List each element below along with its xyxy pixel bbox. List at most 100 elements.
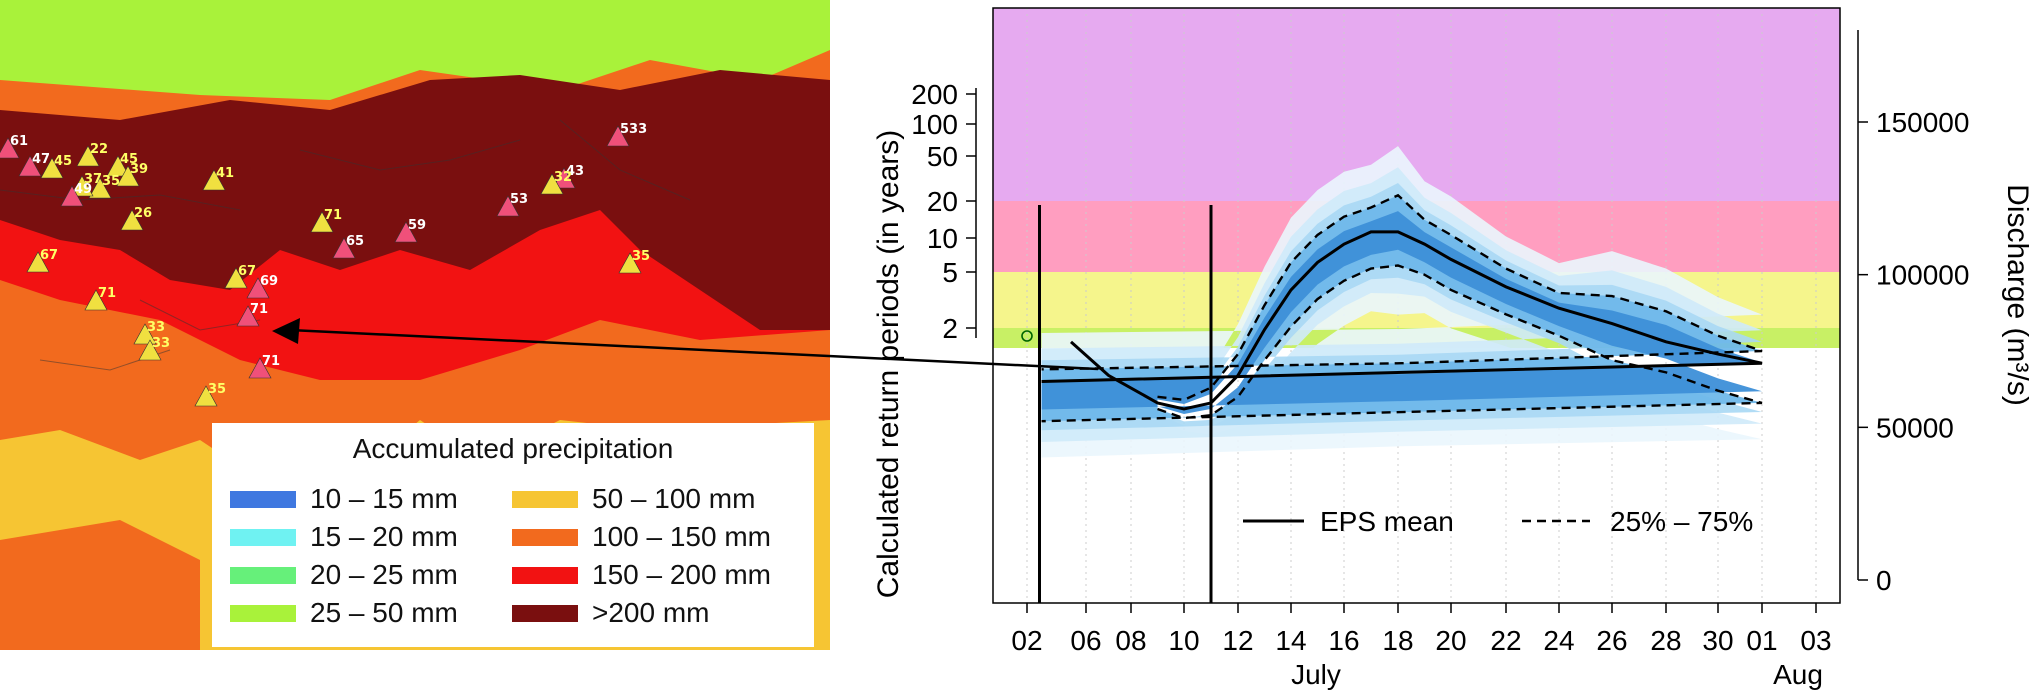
x-tick-label: 28 bbox=[1650, 625, 1681, 656]
legend-label: 20 – 25 mm bbox=[310, 559, 458, 590]
y-left-axis-title: Calculated return periods (in years) bbox=[872, 130, 905, 599]
station-triangle bbox=[60, 185, 84, 207]
station-label: 39 bbox=[130, 162, 149, 177]
station-label: 41 bbox=[216, 166, 235, 181]
precipitation-map: 61 47 45 22 45 39 35 37 49 41 26 533 43 32 53 71 59 65 67 3… bbox=[0, 0, 830, 650]
station-triangle bbox=[116, 165, 140, 187]
station-label: 59 bbox=[408, 218, 427, 233]
station-triangle bbox=[88, 177, 112, 199]
ensemble-layer-3 bbox=[1041, 195, 1762, 422]
legend-swatch bbox=[512, 604, 578, 622]
station-triangle bbox=[248, 357, 272, 379]
station-triangle bbox=[26, 251, 50, 273]
legend-item: 25 – 50 mm bbox=[230, 597, 458, 629]
station-label: 53 bbox=[510, 192, 529, 207]
station-label: 71 bbox=[98, 286, 117, 301]
y-right-axis-title: Discharge (m³/s) bbox=[2001, 184, 2029, 406]
station-label: 32 bbox=[554, 170, 573, 185]
map-canvas bbox=[0, 0, 830, 650]
y-right-tick-label: 50000 bbox=[1876, 412, 1954, 443]
station-label: 67 bbox=[238, 264, 257, 279]
legend-swatch bbox=[512, 566, 578, 584]
x-tick-label: 03 bbox=[1800, 625, 1831, 656]
legend-item: 20 – 25 mm bbox=[230, 559, 458, 591]
station-triangle bbox=[138, 339, 162, 361]
station-label: 533 bbox=[620, 122, 648, 137]
legend-title: Accumulated precipitation bbox=[352, 433, 674, 464]
station-label: 45 bbox=[120, 152, 139, 167]
station-triangle bbox=[540, 173, 564, 195]
station-label: 67 bbox=[40, 248, 59, 263]
legend-label: 25 – 50 mm bbox=[310, 597, 458, 628]
y-right-tick-label: 150000 bbox=[1876, 107, 1969, 138]
legend-label: 10 – 15 mm bbox=[310, 483, 458, 514]
connector-arrowhead bbox=[272, 318, 300, 344]
legend-item: >200 mm bbox=[512, 597, 710, 629]
station-triangle bbox=[224, 267, 248, 289]
station-triangle bbox=[552, 167, 576, 189]
x-tick-label: 02 bbox=[1011, 625, 1042, 656]
border-lines bbox=[0, 119, 691, 371]
station-triangle bbox=[0, 137, 20, 159]
station-triangle bbox=[40, 157, 64, 179]
plot-frame bbox=[992, 7, 1841, 604]
x-tick-label: 26 bbox=[1596, 625, 1627, 656]
station-markers bbox=[0, 125, 642, 407]
legend-label: 150 – 200 mm bbox=[592, 559, 771, 590]
x-tick-label: 20 bbox=[1435, 625, 1466, 656]
x-tick-label: 08 bbox=[1115, 625, 1146, 656]
series-25th bbox=[1041, 264, 1763, 423]
station-triangle bbox=[70, 175, 94, 197]
legend-swatch bbox=[230, 528, 296, 546]
station-label: 22 bbox=[90, 142, 109, 157]
x-month-label: Aug bbox=[1773, 659, 1823, 690]
station-label: 37 bbox=[84, 172, 103, 187]
station-triangle bbox=[606, 125, 630, 147]
station-label: 61 bbox=[10, 134, 29, 149]
series-eps-mean bbox=[1041, 230, 1763, 411]
station-triangle bbox=[310, 211, 334, 233]
station-triangle bbox=[246, 277, 270, 299]
station-label: 33 bbox=[152, 336, 171, 351]
y-left-tick-label: 200 bbox=[911, 79, 958, 110]
legend-swatch bbox=[230, 604, 296, 622]
observed-point bbox=[1021, 330, 1033, 342]
x-tick-label: 22 bbox=[1490, 625, 1521, 656]
station-triangle bbox=[332, 237, 356, 259]
legend-label: >200 mm bbox=[592, 597, 710, 628]
legend-item: 150 – 200 mm bbox=[512, 559, 771, 591]
x-tick-label: 06 bbox=[1070, 625, 1101, 656]
station-triangle bbox=[18, 155, 42, 177]
legend-label-quartiles: 25% – 75% bbox=[1610, 506, 1753, 537]
y-left-tick-label: 50 bbox=[927, 141, 958, 172]
station-triangle bbox=[106, 155, 130, 177]
legend-label-mean: EPS mean bbox=[1320, 506, 1454, 537]
y-left-tick-label: 10 bbox=[927, 223, 958, 254]
station-label: 35 bbox=[208, 382, 227, 397]
x-tick-label: 14 bbox=[1275, 625, 1306, 656]
station-label: 47 bbox=[32, 152, 51, 167]
station-label: 71 bbox=[262, 354, 281, 369]
y-left-tick-label: 100 bbox=[911, 109, 958, 140]
y-left-tick-label: 20 bbox=[927, 186, 958, 217]
station-label: 43 bbox=[566, 164, 585, 179]
x-month-label: July bbox=[1291, 659, 1341, 690]
connector-line bbox=[289, 328, 1099, 371]
station-label: 35 bbox=[102, 174, 121, 189]
station-triangle bbox=[236, 305, 260, 327]
x-tick-label: 18 bbox=[1382, 625, 1413, 656]
station-label: 65 bbox=[346, 234, 365, 249]
legend-item: 15 – 20 mm bbox=[230, 521, 458, 553]
station-triangle bbox=[133, 323, 157, 345]
alert-band-severe bbox=[993, 8, 1840, 201]
x-tick-label: 24 bbox=[1543, 625, 1574, 656]
station-triangle bbox=[618, 252, 642, 274]
station-label: 33 bbox=[147, 320, 166, 335]
legend-item: 100 – 150 mm bbox=[512, 521, 771, 553]
x-tick-label: 01 bbox=[1746, 625, 1777, 656]
region-orange-south bbox=[0, 520, 200, 650]
series-75th bbox=[1041, 193, 1763, 402]
station-label: 49 bbox=[74, 182, 93, 197]
legend-label: 15 – 20 mm bbox=[310, 521, 458, 552]
